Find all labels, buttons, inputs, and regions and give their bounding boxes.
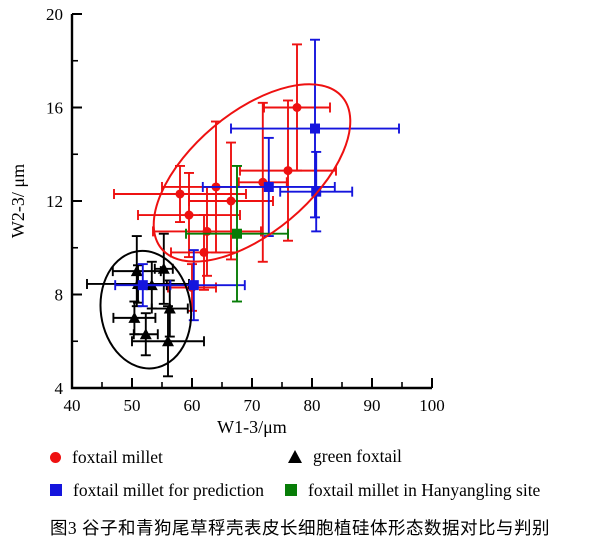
svg-text:40: 40 (64, 396, 81, 415)
svg-text:W1-3/μm: W1-3/μm (217, 417, 287, 437)
figure-caption: 图3 谷子和青狗尾草稃壳表皮长细胞植硅体形态数据对比与判别 (49, 518, 551, 538)
hanyangling-marker-icon (285, 484, 297, 496)
svg-text:16: 16 (46, 99, 63, 118)
prediction-marker-icon (50, 484, 62, 496)
svg-text:W2-3/ μm: W2-3/ μm (8, 164, 28, 238)
legend-label-foxtail-millet: foxtail millet (72, 446, 163, 467)
svg-text:4: 4 (55, 379, 64, 398)
foxtail-millet-marker-icon (50, 451, 61, 463)
svg-text:8: 8 (55, 286, 64, 305)
svg-text:60: 60 (184, 396, 201, 415)
legend-label-hanyangling: foxtail millet in Hanyangling site (308, 479, 541, 500)
legend-item-foxtail-millet: foxtail millet (50, 445, 163, 469)
legend-label-prediction: foxtail millet for prediction (73, 479, 264, 500)
svg-text:100: 100 (419, 396, 445, 415)
svg-text:70: 70 (244, 396, 261, 415)
svg-text:90: 90 (364, 396, 381, 415)
svg-text:20: 20 (46, 5, 63, 24)
legend-item-hanyangling: foxtail millet in Hanyangling site (285, 478, 540, 502)
legend-label-green-foxtail: green foxtail (313, 445, 402, 466)
svg-text:12: 12 (46, 192, 63, 211)
scatter-chart: 40 50 60 70 80 90 100 4 8 12 16 20 W1-3/μm W2-3/ μm (8, 5, 445, 437)
legend: foxtail millet green foxtail foxtail mil… (0, 440, 600, 510)
svg-text:80: 80 (304, 396, 321, 415)
legend-item-foxtail-millet-prediction: foxtail millet for prediction (50, 478, 264, 502)
green-foxtail-marker-icon (288, 449, 302, 463)
svg-text:50: 50 (124, 396, 141, 415)
legend-item-green-foxtail: green foxtail (288, 444, 402, 468)
